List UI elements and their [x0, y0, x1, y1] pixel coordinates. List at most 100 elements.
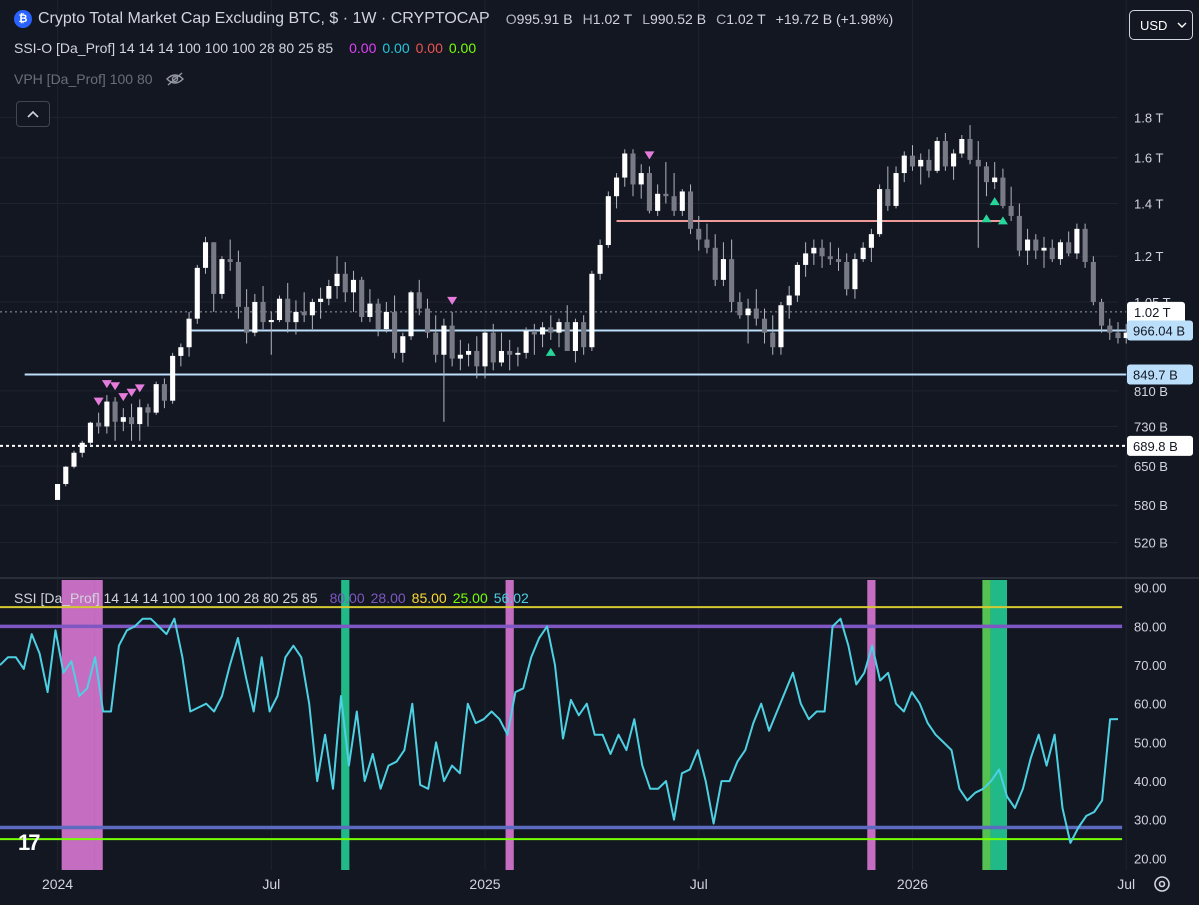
candle-body [507, 350, 513, 355]
candle-body [54, 484, 61, 500]
candle-body [137, 407, 143, 425]
candle-body [1115, 332, 1121, 339]
candle-body [679, 191, 685, 211]
vph-label[interactable]: VPH [Da_Prof] 100 80 [14, 71, 153, 87]
candle-body [687, 191, 694, 229]
currency-select[interactable]: USD [1129, 10, 1193, 40]
signal-markers [93, 151, 1008, 406]
candle-body [811, 247, 817, 254]
ssi-axis[interactable]: 90.00 80.00 70.00 60.00 50.00 40.00 30.00 20.00 [1134, 581, 1167, 867]
ssi-label[interactable]: SSI [Da_Prof] 14 14 14 100 100 100 28 80… [14, 590, 318, 606]
candle-body [1033, 239, 1039, 251]
candle-body [548, 327, 554, 333]
candle-body [309, 301, 315, 316]
candle-body [605, 196, 611, 246]
ohlc-key: O [505, 11, 517, 27]
candle-body [646, 173, 652, 211]
candle-body [860, 247, 866, 260]
candle-body [400, 336, 406, 353]
candle-body [1049, 247, 1055, 260]
ssi-legend[interactable]: SSI [Da_Prof] 14 14 14 100 100 100 28 80… [14, 590, 529, 606]
candle-body [671, 196, 677, 211]
oversold-zone [990, 580, 1008, 870]
ssi-axis-label: 70.00 [1134, 658, 1167, 673]
candle-body [104, 401, 110, 427]
candle-body [252, 301, 258, 333]
candle-body [819, 247, 825, 257]
candle-body [1074, 228, 1080, 254]
sell-signal-marker [126, 388, 137, 397]
price-level-tag [1127, 435, 1193, 456]
oversold-zone [982, 580, 991, 870]
candle-body [515, 352, 521, 355]
ssio-legend[interactable]: SSI-O [Da_Prof] 14 14 14 100 100 100 28 … [14, 40, 476, 56]
candle-body [128, 417, 135, 425]
candle-body [449, 325, 455, 359]
price-axis-label: 1.8 T [1134, 110, 1163, 125]
candle-body [1123, 332, 1129, 339]
candle-body [877, 189, 883, 235]
candle-body [416, 292, 422, 309]
candle-body [531, 330, 537, 335]
time-axis[interactable]: 2024 Jul 2025 Jul 2026 Jul [42, 876, 1135, 892]
candle-body [211, 242, 217, 294]
candle-body [564, 322, 570, 351]
ssi-axis-label: 40.00 [1134, 774, 1167, 789]
candle-body [597, 245, 603, 274]
price-level-tag [1127, 320, 1193, 341]
price-axis-label: 1.4 T [1134, 196, 1163, 211]
ssi-value: 28.00 [370, 590, 406, 606]
candle-body [753, 308, 759, 319]
candle-body [120, 417, 126, 422]
candle-body [490, 332, 496, 363]
eye-hidden-icon[interactable] [165, 71, 185, 87]
time-axis-label: Jul [262, 876, 280, 892]
price-axis-label: 810 B [1134, 384, 1168, 399]
sell-signal-marker [644, 151, 655, 160]
candle-body [1099, 301, 1105, 326]
ssi-axis-label: 80.00 [1134, 619, 1167, 634]
candle-body [153, 384, 159, 413]
candle-body [1025, 239, 1031, 251]
candle-body [318, 298, 324, 302]
price-axis-label: 580 B [1134, 498, 1168, 513]
ohlc-value: 995.91 B [516, 11, 573, 27]
vph-legend[interactable]: VPH [Da_Prof] 100 80 [14, 71, 185, 87]
price-level-value: 689.8 B [1133, 439, 1178, 454]
ssi-reference-lines [0, 606, 1123, 841]
sell-signal-marker [101, 380, 112, 389]
candle-body [350, 279, 357, 293]
candle-body [992, 177, 998, 183]
candle-body [334, 273, 340, 287]
candle-body [745, 308, 751, 316]
candle-body [638, 173, 644, 185]
candle-body [194, 267, 200, 319]
candle-body [202, 242, 209, 268]
candle-body [951, 153, 957, 167]
chevron-down-icon [1177, 22, 1187, 28]
ssi-value: 56.02 [493, 590, 529, 606]
candle-body [1090, 262, 1096, 302]
candle-body [786, 295, 792, 306]
symbol-legend[interactable]: ₿ Crypto Total Market Cap Excluding BTC,… [14, 10, 893, 28]
candle-body [1041, 247, 1047, 251]
candle-body [778, 305, 784, 348]
sell-signal-marker [110, 382, 121, 391]
buy-signal-marker [545, 347, 556, 356]
candle-body [803, 253, 809, 265]
collapse-legend-button[interactable] [16, 101, 50, 127]
symbol-title[interactable]: Crypto Total Market Cap Excluding BTC, $… [38, 10, 490, 27]
candle-body [260, 301, 266, 323]
ohlc-key: L [642, 11, 651, 27]
candle-body [770, 332, 776, 348]
candle-body [71, 452, 77, 467]
ohlc-value: 1.02 T [592, 11, 633, 27]
tradingview-logo[interactable]: 17 [18, 830, 41, 855]
price-axis-label: 730 B [1134, 419, 1168, 434]
ssio-label[interactable]: SSI-O [Da_Prof] 14 14 14 100 100 100 28 … [14, 40, 334, 56]
ssi-value: 80.00 [329, 590, 365, 606]
ohlc-key: H [582, 11, 593, 27]
candle-body [383, 311, 389, 330]
gear-icon[interactable] [1152, 874, 1172, 894]
candle-body [170, 355, 176, 401]
